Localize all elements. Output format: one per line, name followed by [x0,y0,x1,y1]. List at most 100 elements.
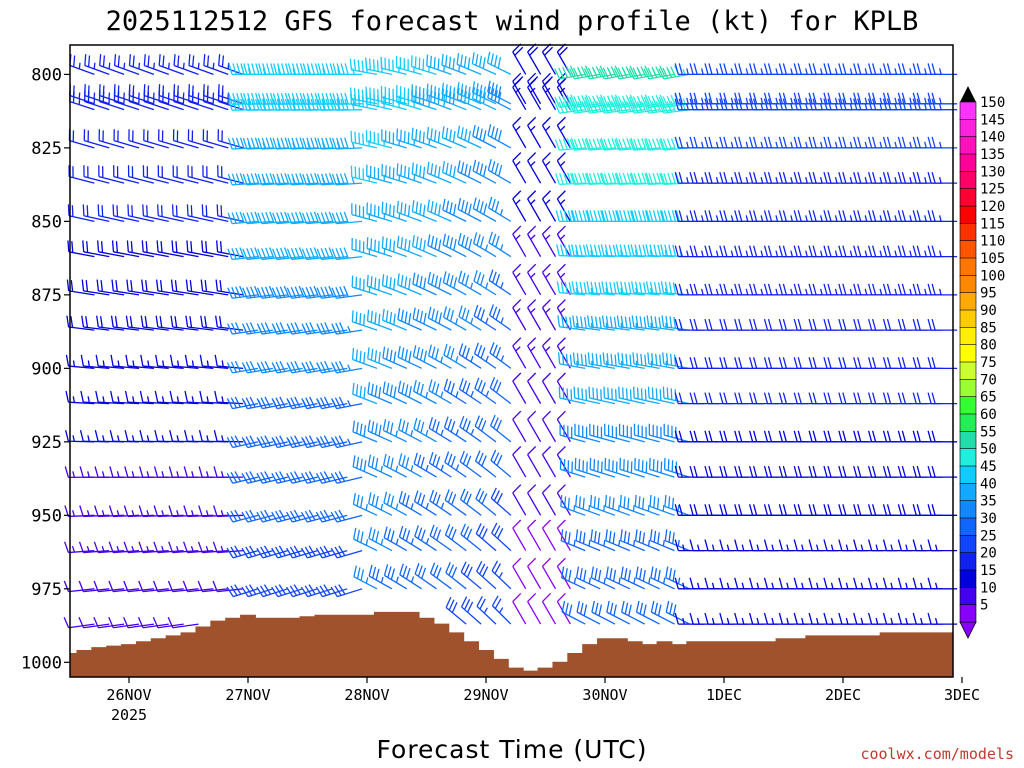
wind-barb [704,210,734,223]
wind-barb [793,318,824,331]
wind-barb [475,523,497,552]
wind-barb [867,171,898,184]
wind-barb [382,381,408,405]
colorbar-label: 85 [980,320,997,336]
wind-barb [635,600,660,625]
wind-barb [399,563,422,590]
wind-barb [763,577,794,590]
wind-barb [426,161,452,184]
wind-barb [441,88,467,111]
wind-barb [763,210,794,223]
wind-barb [793,465,824,478]
colorbar-label: 10 [980,580,997,596]
wind-barb [823,136,853,149]
wind-barb [823,171,853,184]
credit-link[interactable]: coolwx.com/models [860,745,1014,763]
wind-barb [605,529,631,552]
wind-barb [574,423,601,443]
wind-barb [227,211,259,225]
wind-barb [412,272,437,296]
wind-barb [367,382,393,405]
wind-barb [882,283,913,296]
wind-barb [620,566,646,590]
wind-barb [458,343,482,369]
wind-barb [330,396,363,410]
wind-barb [490,487,512,516]
wind-barb [561,566,586,590]
wind-barb [634,457,660,478]
wind-barb [456,125,482,149]
wind-barb [158,129,184,149]
wind-barb [560,495,586,516]
wind-barb [644,172,675,185]
wind-barb [441,161,467,184]
wind-barb [143,129,169,149]
colorbar-label: 15 [980,563,997,579]
wind-barb [471,52,497,75]
wind-barb [763,465,794,478]
wind-barb [541,446,557,478]
wind-barb [763,612,794,625]
wind-barb [258,63,288,76]
wind-barb [882,318,913,331]
wind-barb [838,63,868,76]
wind-barb [512,225,527,257]
wind-barb [486,51,512,75]
wind-barb [332,98,363,111]
wind-barb [512,263,527,296]
colorbar-segment [959,604,977,623]
wind-barb [719,539,749,552]
wind-barb [443,416,467,443]
colorbar-segment [959,223,977,242]
wind-barb [719,430,749,443]
wind-barb [599,137,630,151]
wind-barb [170,315,199,331]
wind-barb [882,465,913,478]
x-tick-label: 29NOV [463,686,508,704]
wind-barb [734,245,764,258]
wind-barb [411,234,437,258]
wind-barb [719,577,749,590]
wind-barb [897,283,928,296]
wind-barb [748,318,779,331]
wind-barb [227,173,259,186]
wind-barb [541,299,557,331]
wind-barb [704,539,734,552]
wind-barb [460,561,482,590]
wind-barb [93,541,125,554]
wind-barb [332,63,363,76]
wind-barb [589,423,616,443]
wind-barb [867,465,898,478]
colorbar-label: 35 [980,494,997,510]
colorbar-label: 55 [980,424,997,440]
wind-barb [126,279,154,296]
wind-barb [426,89,452,111]
wind-barb [557,315,586,331]
colorbar-segment [959,309,977,329]
wind-barb [541,78,557,110]
wind-barb [897,392,928,405]
wind-barb [332,137,363,150]
wind-barb [352,492,378,516]
wind-barb [471,87,497,111]
wind-barb [689,504,720,516]
wind-barb [65,354,95,369]
chart-title: 2025112512 GFS forecast wind profile (kt… [106,6,919,37]
wind-barb [882,63,913,76]
wind-barb [704,245,734,258]
x-tick-label: 28NOV [344,686,389,704]
wind-barb [128,129,155,149]
wind-barb [541,593,557,625]
wind-barb [512,484,527,516]
wind-barb [412,345,437,369]
wind-barb [882,210,913,223]
colorbar-label: 70 [980,372,997,388]
colorbar-segment [959,101,977,121]
wind-barb [156,240,184,258]
wind-barb [763,392,794,405]
wind-barb [83,165,110,184]
wind-barb [367,419,393,443]
wind-barb [65,390,95,405]
wind-barb [527,299,542,331]
wind-barb [139,390,169,405]
